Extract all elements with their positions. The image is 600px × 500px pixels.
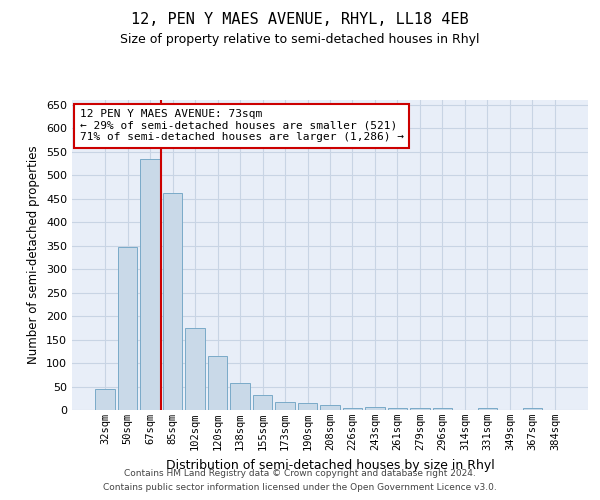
Text: Size of property relative to semi-detached houses in Rhyl: Size of property relative to semi-detach… (120, 32, 480, 46)
X-axis label: Distribution of semi-detached houses by size in Rhyl: Distribution of semi-detached houses by … (166, 458, 494, 471)
Bar (523, 408, 542, 410)
Y-axis label: Number of semi-detached properties: Number of semi-detached properties (28, 146, 40, 364)
Bar (388, 408, 407, 410)
Bar (253, 394, 272, 410)
Bar (343, 408, 362, 410)
Bar (433, 408, 452, 410)
Bar (163, 193, 182, 410)
Bar (118, 246, 137, 410)
Bar (365, 406, 385, 410)
Bar (140, 158, 160, 410)
Bar (95, 389, 115, 410)
Bar (230, 383, 250, 410)
Bar (298, 403, 317, 410)
Text: 12, PEN Y MAES AVENUE, RHYL, LL18 4EB: 12, PEN Y MAES AVENUE, RHYL, LL18 4EB (131, 12, 469, 28)
Bar (320, 406, 340, 410)
Text: 12 PEN Y MAES AVENUE: 73sqm
← 29% of semi-detached houses are smaller (521)
71% : 12 PEN Y MAES AVENUE: 73sqm ← 29% of sem… (80, 110, 404, 142)
Text: Contains public sector information licensed under the Open Government Licence v3: Contains public sector information licen… (103, 484, 497, 492)
Bar (478, 408, 497, 410)
Text: Contains HM Land Registry data © Crown copyright and database right 2024.: Contains HM Land Registry data © Crown c… (124, 468, 476, 477)
Bar (410, 408, 430, 410)
Bar (208, 356, 227, 410)
Bar (275, 402, 295, 410)
Bar (185, 328, 205, 410)
